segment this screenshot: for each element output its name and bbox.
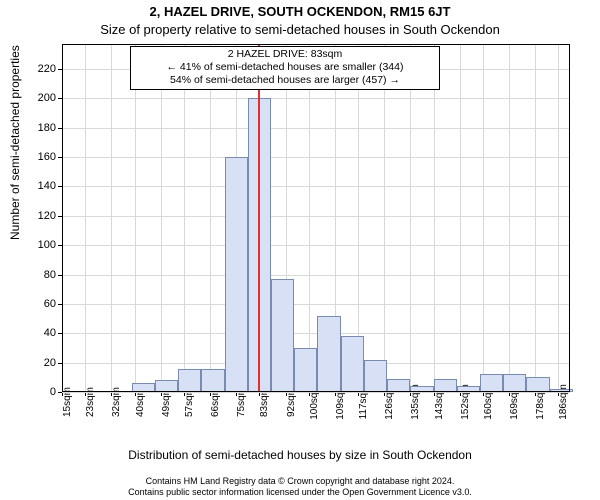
y-tick-label: 140	[16, 180, 56, 192]
annotation-line-2: ← 41% of semi-detached houses are smalle…	[133, 61, 437, 74]
histogram-bar	[387, 379, 410, 392]
histogram-bar	[526, 377, 549, 392]
histogram-bar	[434, 379, 457, 392]
y-tick-label: 180	[16, 122, 56, 134]
y-tick-label: 220	[16, 63, 56, 75]
chart-image: 2, HAZEL DRIVE, SOUTH OCKENDON, RM15 6JT…	[0, 0, 600, 500]
histogram-bar	[155, 380, 178, 392]
annotation-line-1: 2 HAZEL DRIVE: 83sqm	[133, 48, 437, 61]
histogram-bar	[550, 389, 573, 392]
histogram-bar	[132, 383, 155, 392]
y-tick-label: 80	[16, 269, 56, 281]
y-tick-label: 40	[16, 327, 56, 339]
footer-attribution: Contains HM Land Registry data © Crown c…	[0, 476, 600, 498]
footer-line-1: Contains HM Land Registry data © Crown c…	[0, 476, 600, 487]
histogram-bar	[503, 374, 526, 392]
histogram-bar	[410, 386, 433, 392]
histogram-bar	[178, 369, 201, 392]
histogram-bar	[201, 369, 224, 392]
histogram-bar	[225, 157, 248, 392]
y-tick-label: 100	[16, 239, 56, 251]
y-tick-label: 0	[16, 386, 56, 398]
histogram-bars	[62, 44, 570, 392]
y-tick-label: 60	[16, 298, 56, 310]
histogram-bar	[457, 386, 480, 392]
histogram-bar	[271, 279, 294, 392]
y-tick-label: 200	[16, 92, 56, 104]
reference-line	[258, 44, 260, 392]
histogram-bar	[294, 348, 317, 392]
y-tick-label: 20	[16, 357, 56, 369]
plot-area: 020406080100120140160180200220 15sqm23sq…	[62, 44, 570, 392]
histogram-bar	[341, 336, 364, 392]
histogram-bar	[480, 374, 503, 392]
x-axis-label: Distribution of semi-detached houses by …	[0, 448, 600, 462]
histogram-bar	[317, 316, 340, 392]
y-tick-label: 120	[16, 210, 56, 222]
page-title: 2, HAZEL DRIVE, SOUTH OCKENDON, RM15 6JT	[0, 4, 600, 19]
y-tick-label: 160	[16, 151, 56, 163]
footer-line-2: Contains public sector information licen…	[0, 487, 600, 498]
histogram-bar	[364, 360, 387, 392]
annotation-line-3: 54% of semi-detached houses are larger (…	[133, 74, 437, 87]
annotation-box: 2 HAZEL DRIVE: 83sqm ← 41% of semi-detac…	[130, 46, 440, 90]
page-subtitle: Size of property relative to semi-detach…	[0, 22, 600, 37]
